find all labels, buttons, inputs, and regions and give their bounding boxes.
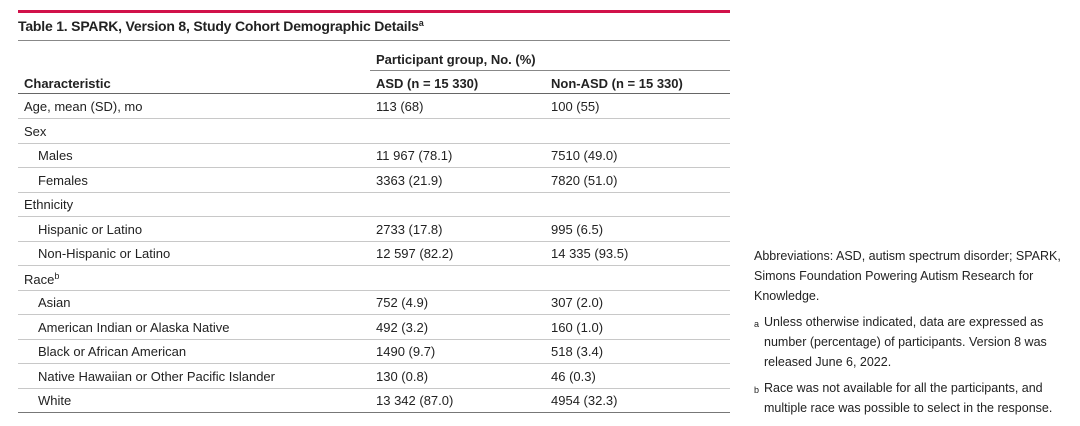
group-note: b [54,270,60,281]
footnote: b Race was not available for all the part… [754,378,1066,418]
table-row: Asian 752 (4.9) 307 (2.0) [18,290,730,315]
cell: 113 (68) [376,99,424,114]
cell: 1490 (9.7) [376,344,436,359]
cell: 130 (0.8) [376,368,429,384]
group-text: Ethnicity [24,197,74,212]
cell: Black or African American [38,344,187,359]
table-row: Hispanic or Latino 2733 (17.8) 995 (6.5) [18,217,730,242]
footnote: a Unless otherwise indicated, data are ex… [754,312,1066,372]
column-header: Non-ASD (n = 15 330) [551,76,683,91]
group-text: Sex [24,123,47,139]
cell: 3363 (21.9) [376,172,443,188]
rule [18,93,730,94]
cell: 4954 (32.3) [551,393,618,408]
table-row: Males 11 967 (78.1) 7510 (49.0) [18,143,730,168]
cell: American Indian or Alaska Native [38,319,230,335]
table-row: Sex [18,119,730,144]
cell: Males [38,148,73,163]
cell: 160 (1.0) [551,319,604,335]
cell: Age, mean (SD), mo [24,99,143,114]
table-row: Black or African American 1490 (9.7) 518 (… [18,339,730,364]
cell: Females [38,172,88,188]
group-label: Raceb [24,271,59,287]
column-header: ASD (n = 15 330) [376,76,479,91]
cell: 2733 (17.8) [376,221,443,237]
footnote-mark: a [754,319,760,329]
group-text: Race [24,271,55,287]
cell: 307 (2.0) [551,295,604,310]
cell: 518 (3.4) [551,344,604,359]
group-label: Sex [24,124,46,139]
title-text: Table 1. SPARK, Version 8, Study Cohort … [18,18,419,34]
rule [18,40,730,41]
cell: Native Hawaiian or Other Pacific Islande… [38,368,275,384]
table-title: Table 1. SPARK, Version 8, Study Cohort … [18,18,424,34]
cell: 492 (3.2) [376,319,429,335]
group-header: Participant group, No. (%) [376,52,536,67]
top-rule [18,10,730,13]
abbreviations: Abbreviations: ASD, autism spectrum diso… [754,249,1061,303]
table-row: Native Hawaiian or Other Pacific Islande… [18,364,730,389]
cell: 995 (6.5) [551,221,604,237]
table-row: White 13 342 (87.0) 4954 (32.3) [18,388,730,413]
cell: Non-Hispanic or Latino [38,246,171,261]
table-row: Raceb [18,266,730,291]
rule [370,70,730,71]
cell: White [38,393,72,408]
footnote-text: Race was not available for all the parti… [764,381,1053,415]
table-row: Ethnicity [18,192,730,217]
table-row: Females 3363 (21.9) 7820 (51.0) [18,168,730,193]
footnote-text: Unless otherwise indicated, data are exp… [764,315,1047,369]
cell: 7820 (51.0) [551,172,618,188]
cell: 752 (4.9) [376,295,429,310]
cell: 7510 (49.0) [551,148,618,163]
cell: Hispanic or Latino [38,221,143,237]
cell: Asian [38,295,71,310]
column-header: Characteristic [24,76,111,91]
cell: 12 597 (82.2) [376,246,454,261]
cell: 46 (0.3) [551,368,596,384]
cell: 100 (55) [551,99,600,114]
cell: 13 342 (87.0) [376,393,454,408]
notes: Abbreviations: ASD, autism spectrum diso… [754,246,1066,418]
table-row: Age, mean (SD), mo 113 (68) 100 (55) [18,94,730,119]
cell: 14 335 (93.5) [551,246,629,261]
footnote-mark: b [754,385,760,395]
title-note: a [418,18,424,28]
cell: 11 967 (78.1) [376,148,453,163]
table-row: Non-Hispanic or Latino 12 597 (82.2) 14 33… [18,241,730,266]
group-label: Ethnicity [24,197,73,212]
table-row: American Indian or Alaska Native 492 (3.2… [18,315,730,340]
